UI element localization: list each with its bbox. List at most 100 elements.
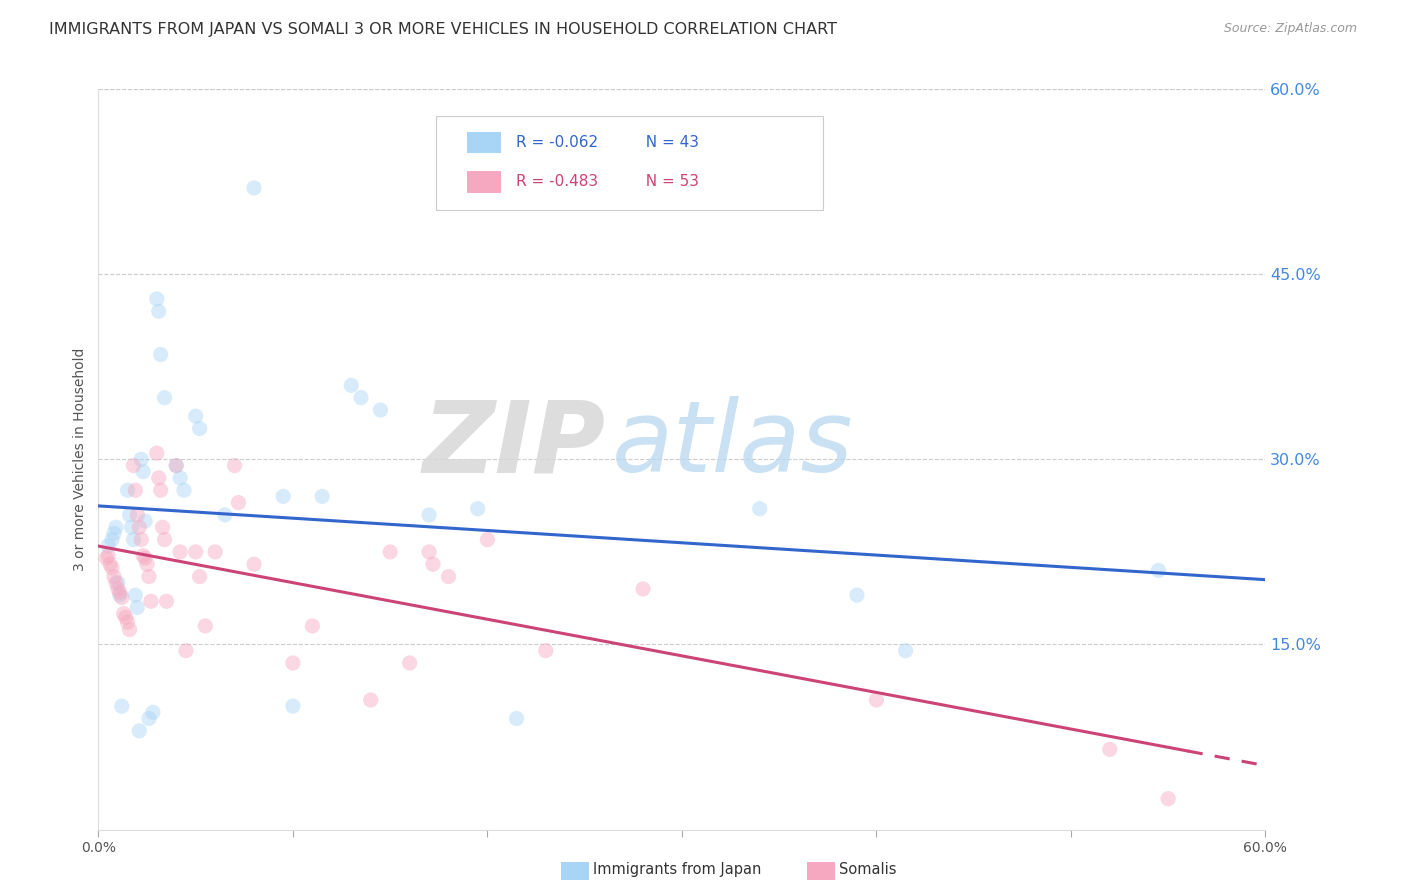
Point [104,520,127,534]
Point [103,569,125,583]
Point [148,471,170,485]
Point [174,643,197,657]
Point [112,607,135,621]
Point [138,712,160,726]
Point [228,495,250,509]
Text: Somalis: Somalis [839,863,897,877]
Point [118,508,141,522]
Point [184,409,207,424]
Text: N = 43: N = 43 [636,136,699,150]
Point [1098,742,1121,756]
Point [380,545,402,559]
Point [173,483,195,498]
Point [1147,564,1170,578]
Point [748,501,770,516]
Point [281,656,304,670]
Point [96,551,118,566]
Point [111,591,134,605]
Point [370,403,392,417]
Point [98,558,121,572]
Point [107,582,129,596]
Point [139,594,162,608]
Point [165,458,187,473]
Point [124,588,146,602]
Point [149,483,172,498]
Point [152,520,174,534]
Point [188,569,211,583]
Point [534,643,557,657]
Point [97,549,120,563]
Point [418,508,440,522]
Point [281,699,304,714]
Point [155,594,177,608]
Point [132,549,155,563]
Point [271,489,294,503]
Point [132,465,155,479]
Point [128,520,150,534]
Point [894,643,917,657]
Text: Immigrants from Japan: Immigrants from Japan [593,863,762,877]
Point [149,347,172,361]
Point [97,539,120,553]
Point [101,533,124,547]
Point [224,458,246,473]
Point [134,514,156,528]
Point [101,561,124,575]
Point [194,619,217,633]
Point [477,533,499,547]
Text: ZIP: ZIP [423,396,606,493]
Point [398,656,420,670]
Text: Source: ZipAtlas.com: Source: ZipAtlas.com [1223,22,1357,36]
Point [169,471,191,485]
Point [437,569,460,583]
Point [114,610,136,624]
Point [124,483,146,498]
Point [134,551,156,566]
Point [350,391,373,405]
Point [418,545,440,559]
Point [169,545,191,559]
Text: atlas: atlas [612,396,853,493]
Point [107,575,129,590]
Point [129,452,152,467]
Point [243,558,266,572]
Point [214,508,236,522]
Point [631,582,654,596]
Text: N = 53: N = 53 [636,175,699,189]
Point [146,446,169,460]
Text: R = -0.483: R = -0.483 [516,175,598,189]
Text: R = -0.062: R = -0.062 [516,136,598,150]
Point [122,458,145,473]
Point [129,533,152,547]
Y-axis label: 3 or more Vehicles in Household: 3 or more Vehicles in Household [73,348,87,571]
Point [1157,791,1180,805]
Point [148,304,170,318]
Point [118,623,141,637]
Point [865,693,887,707]
Point [136,558,159,572]
Point [467,501,489,516]
Text: IMMIGRANTS FROM JAPAN VS SOMALI 3 OR MORE VEHICLES IN HOUSEHOLD CORRELATION CHAR: IMMIGRANTS FROM JAPAN VS SOMALI 3 OR MOR… [49,22,837,37]
Point [127,508,149,522]
Point [103,526,125,541]
Point [360,693,382,707]
Point [505,712,527,726]
Point [146,292,169,306]
Point [128,723,150,738]
Point [108,585,131,599]
Point [153,391,176,405]
Point [188,421,211,435]
Point [117,615,139,630]
Point [104,575,127,590]
Point [340,378,363,392]
Point [184,545,207,559]
Point [122,533,145,547]
Point [108,588,131,602]
Point [111,699,134,714]
Point [117,483,139,498]
Point [142,706,165,720]
Point [311,489,333,503]
Point [153,533,176,547]
Point [138,569,160,583]
Point [243,181,266,195]
